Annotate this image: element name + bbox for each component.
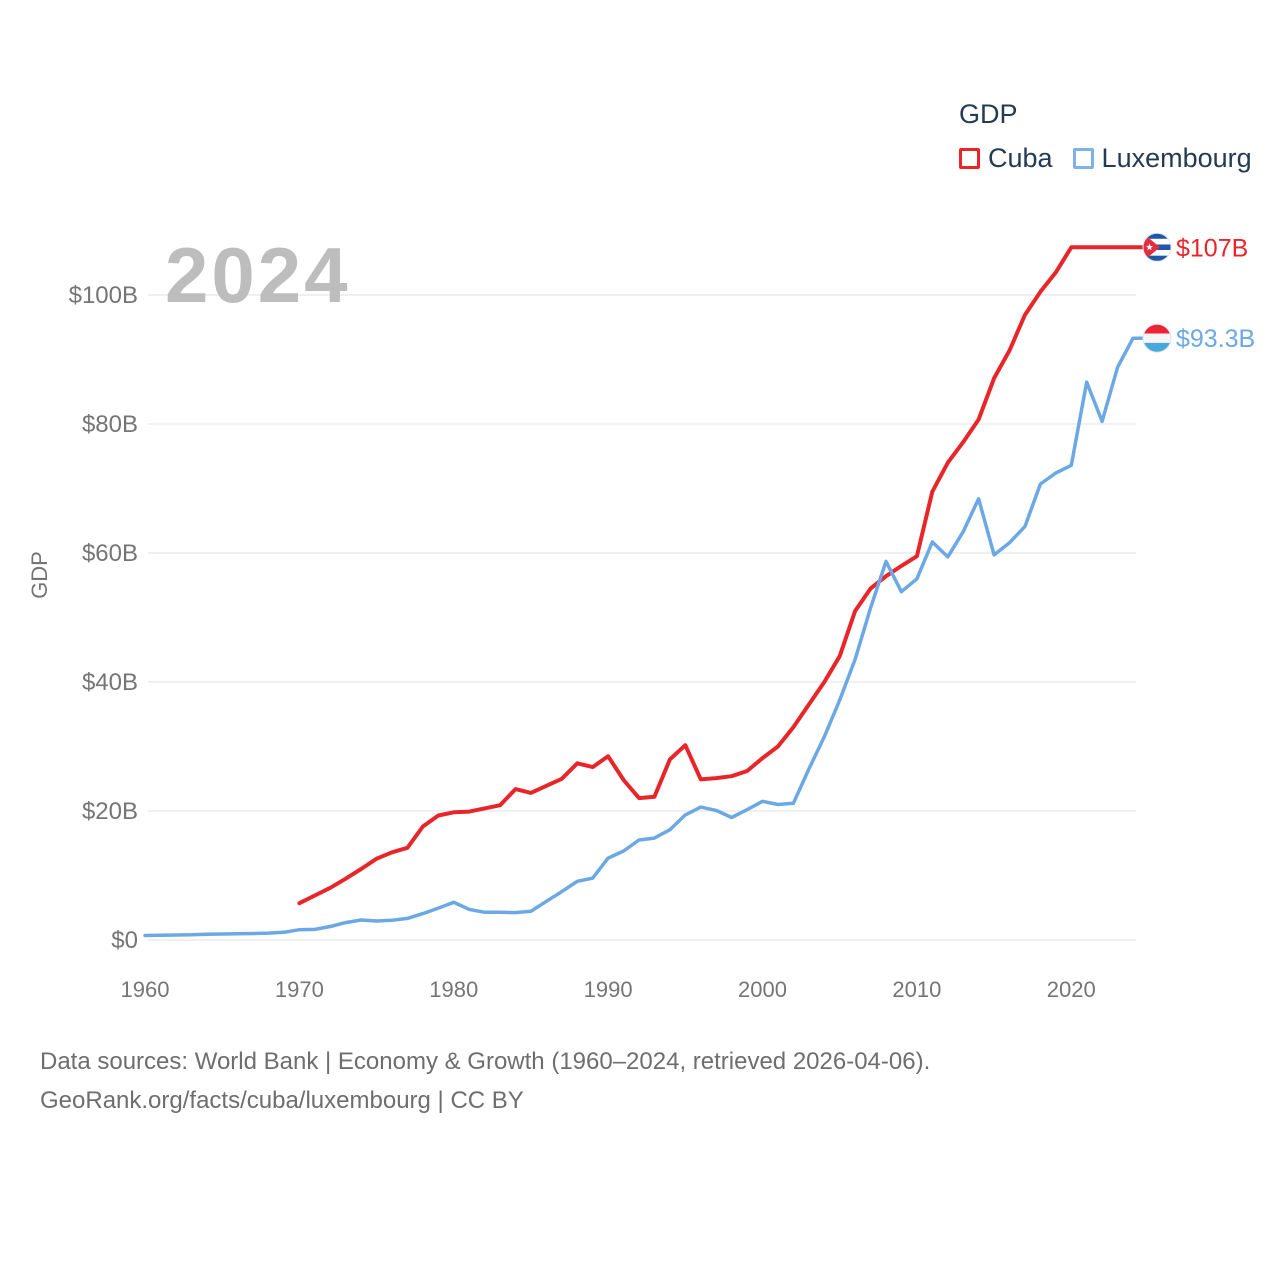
y-tick-label: $20B <box>82 798 138 825</box>
y-tick-label: $80B <box>82 411 138 438</box>
luxembourg-line <box>143 336 1145 938</box>
cuba-line <box>297 245 1145 906</box>
x-tick-label: 1990 <box>584 977 633 1002</box>
cuba-value-label: $107B <box>1176 234 1248 262</box>
y-tick-label: $40B <box>82 669 138 696</box>
x-tick-label: 2010 <box>892 977 941 1002</box>
gridlines <box>148 294 1136 941</box>
legend-items: Cuba Luxembourg <box>959 143 1252 174</box>
legend-swatch-cuba[interactable] <box>959 148 980 169</box>
x-tick-label: 1960 <box>121 977 170 1002</box>
y-axis-tick-labels: $0 $20B $40B $60B $80B $100B <box>69 282 138 954</box>
cuba-flag-icon <box>1142 232 1172 262</box>
luxembourg-value-label: $93.3B <box>1176 325 1255 353</box>
legend-label-luxembourg[interactable]: Luxembourg <box>1101 143 1252 173</box>
y-tick-label: $0 <box>111 927 138 954</box>
source-url-license: GeoRank.org/facts/cuba/luxembourg | CC B… <box>40 1087 524 1114</box>
y-axis-title: GDP <box>27 551 52 599</box>
legend: GDP Cuba Luxembourg <box>959 99 1252 174</box>
data-source-attribution: Data sources: World Bank | Economy & Gro… <box>40 1048 931 1075</box>
y-tick-label: $100B <box>69 282 138 309</box>
luxembourg-flag-icon <box>1142 323 1172 353</box>
legend-title: GDP <box>959 99 1018 129</box>
year-watermark: 2024 <box>165 231 351 319</box>
y-tick-label: $60B <box>82 540 138 567</box>
legend-label-cuba[interactable]: Cuba <box>988 143 1053 173</box>
x-tick-label: 2000 <box>738 977 787 1002</box>
legend-swatch-luxembourg[interactable] <box>1072 148 1094 169</box>
x-tick-label: 1970 <box>275 977 324 1002</box>
x-axis-tick-labels: 1960 1970 1980 1990 2000 2010 2020 <box>121 977 1096 1002</box>
x-tick-label: 2020 <box>1047 977 1096 1002</box>
data-series-lines <box>143 245 1145 938</box>
x-tick-label: 1980 <box>429 977 478 1002</box>
